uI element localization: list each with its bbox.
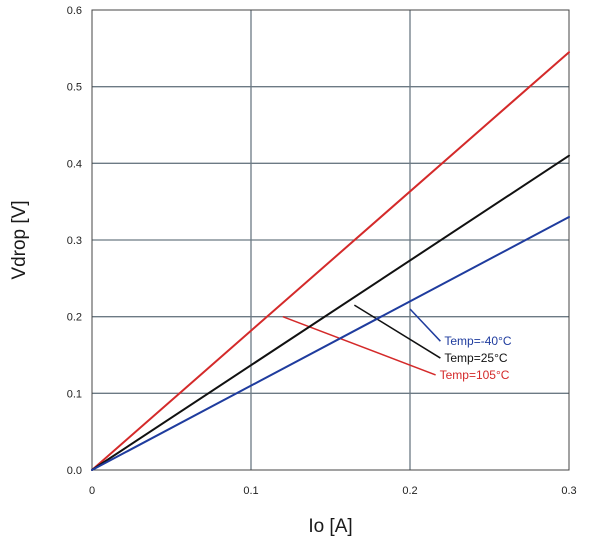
y-tick-label-3: 0.3 bbox=[67, 235, 82, 247]
series-line-temp-neg40 bbox=[91, 216, 570, 471]
x-tick-label-3: 0.3 bbox=[561, 485, 576, 497]
series-lines bbox=[91, 51, 570, 471]
y-tick-label-4: 0.4 bbox=[67, 158, 82, 170]
y-tick-label-6: 0.6 bbox=[67, 5, 82, 17]
y-tick-label-5: 0.5 bbox=[67, 82, 82, 94]
plot-frame bbox=[91, 9, 570, 471]
series-labels: Temp=105°C Temp=25°C Temp=-40°C bbox=[440, 334, 512, 382]
callout-line-temp-25 bbox=[353, 304, 441, 359]
series-label-temp-25: Temp=25°C bbox=[444, 351, 507, 365]
x-tick-label-2: 0.2 bbox=[402, 485, 417, 497]
series-label-temp-105: Temp=105°C bbox=[440, 368, 510, 382]
series-label-temp-neg40: Temp=-40°C bbox=[444, 334, 511, 348]
x-axis-title: Io [A] bbox=[308, 516, 352, 537]
grid bbox=[92, 10, 569, 470]
y-axis-title: Vdrop [V] bbox=[9, 200, 30, 279]
series-line-temp-25 bbox=[91, 154, 570, 471]
x-tick-label-1: 0.1 bbox=[243, 485, 258, 497]
series-line-temp-105 bbox=[91, 51, 570, 471]
y-tick-label-0: 0.0 bbox=[67, 465, 82, 477]
callout-line-temp-105 bbox=[282, 315, 436, 376]
x-tick-label-0: 0 bbox=[89, 485, 95, 497]
x-tick-labels: 0 0.1 0.2 0.3 bbox=[89, 485, 577, 497]
y-tick-labels: 0.0 0.1 0.2 0.3 0.4 0.5 0.6 bbox=[67, 5, 82, 477]
y-tick-label-1: 0.1 bbox=[67, 388, 82, 400]
callouts bbox=[282, 304, 441, 376]
callout-line-temp-neg40 bbox=[409, 308, 441, 342]
y-tick-label-2: 0.2 bbox=[67, 312, 82, 324]
